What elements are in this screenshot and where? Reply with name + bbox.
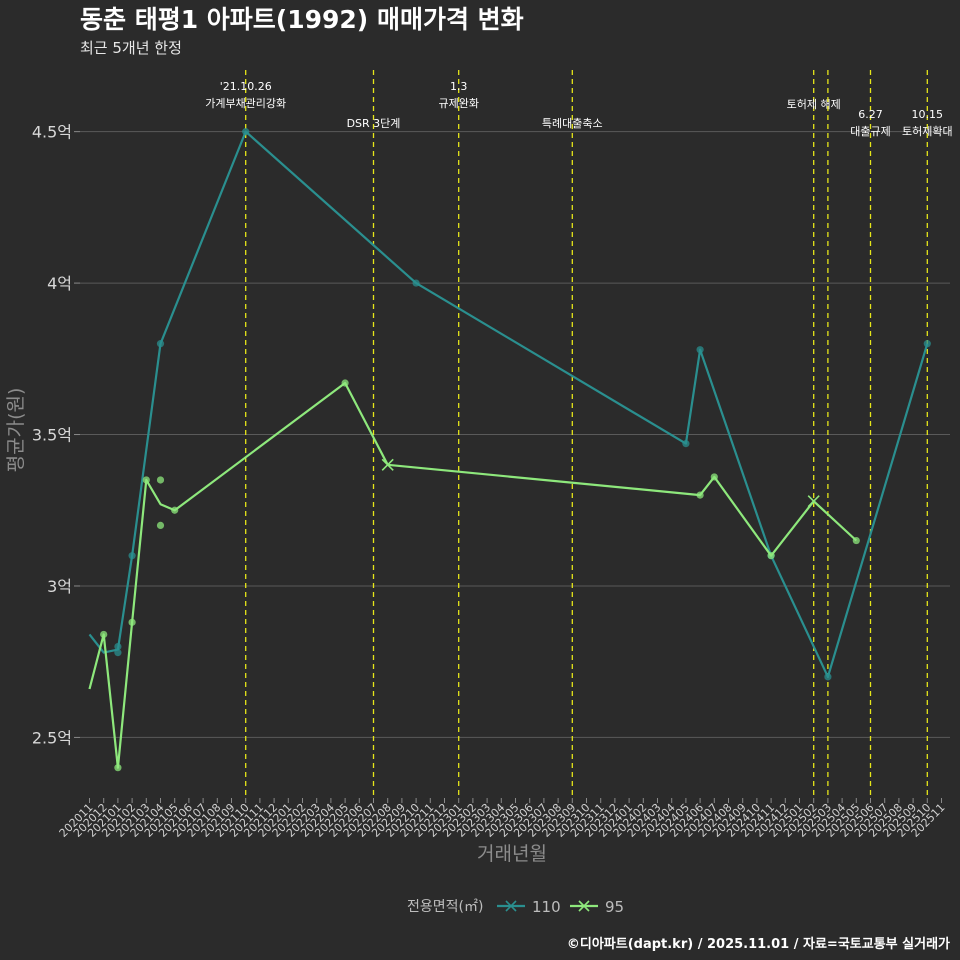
event-label: DSR 3단계 — [347, 117, 401, 130]
series-95-point — [696, 491, 704, 499]
y-axis: 2.5억 3억 3.5억 4억 4.5억 — [32, 123, 80, 747]
series-110-point — [114, 642, 122, 651]
chart-title: 동춘 태평1 아파트(1992) 매매가격 변화 — [80, 5, 524, 34]
event-label: 10.15 — [912, 108, 944, 121]
series-95-point — [171, 506, 179, 514]
series-95-point — [156, 521, 165, 529]
event-label: 가계부채관리강화 — [205, 97, 286, 110]
legend-110-label: 110 — [532, 898, 561, 916]
series-110-point — [682, 440, 690, 448]
event-label: 특례대출축소 — [542, 117, 603, 130]
series-95-point — [341, 379, 349, 387]
series-110-point — [242, 128, 250, 136]
y-tick-label: 2.5억 — [32, 728, 72, 747]
legend-95-cross-icon — [578, 900, 590, 912]
series-95-point — [114, 764, 122, 772]
series-110-point — [128, 552, 136, 560]
y-tick-label: 3억 — [47, 577, 72, 596]
series-95-point — [710, 473, 718, 481]
series-110-point — [156, 340, 165, 348]
series-110-point — [114, 649, 122, 657]
series-110-point — [696, 346, 704, 354]
series-110-point — [923, 340, 931, 348]
series-95-point — [142, 476, 150, 484]
event-label: 토허제확대 — [902, 125, 953, 138]
legend-110-cross-icon — [505, 900, 517, 912]
y-tick-label: 3.5억 — [32, 426, 72, 445]
series-95-point — [156, 476, 165, 484]
series-95-point — [100, 630, 108, 639]
legend-title: 전용면적(㎡) — [407, 899, 483, 915]
event-label: 규제완화 — [438, 97, 478, 110]
event-label: '21.10.26 — [220, 80, 272, 93]
series-layer — [88, 128, 931, 772]
event-label: 대출규제 — [850, 125, 890, 138]
series-110-line — [88, 130, 929, 678]
series-95-line — [88, 381, 858, 769]
series-110-point — [824, 673, 832, 681]
x-axis-title: 거래년월 — [477, 843, 547, 865]
y-tick-label: 4.5억 — [32, 123, 72, 142]
series-95-cross-point — [381, 458, 394, 471]
series-95-point — [767, 552, 775, 560]
legend: 전용면적(㎡) 110 95 — [407, 898, 624, 916]
event-label: 6.27 — [858, 108, 883, 121]
grid-lines — [80, 131, 950, 738]
series-95-point — [128, 618, 136, 626]
legend-95-label: 95 — [605, 898, 624, 916]
y-tick-label: 4억 — [47, 274, 72, 293]
caption: ©디아파트(dapt.kr) / 2025.11.01 / 자료=국토교통부 실… — [567, 936, 950, 952]
y-axis-title: 평균가(원) — [5, 388, 27, 473]
series-95-point — [852, 536, 860, 545]
event-label: 토허제 해제 — [787, 97, 841, 111]
series-95-cross-point — [807, 495, 820, 508]
event-label: 1.3 — [450, 80, 468, 93]
chart-subtitle: 최근 5개년 한정 — [80, 39, 182, 57]
x-axis: 2020112020122021012021022021032021042021… — [57, 798, 948, 840]
series-110-point — [412, 279, 420, 287]
